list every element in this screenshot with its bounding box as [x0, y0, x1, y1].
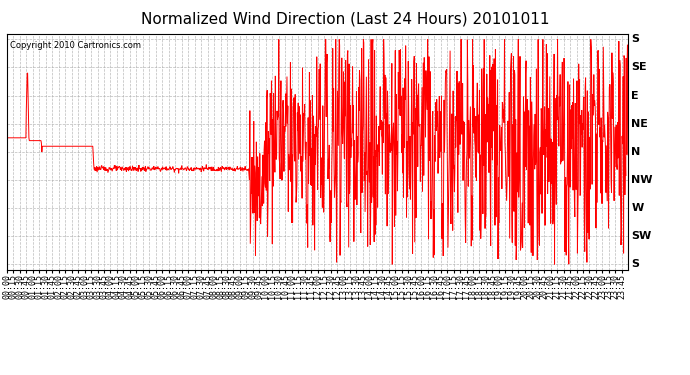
Text: NW: NW [631, 175, 653, 185]
Text: E: E [631, 91, 639, 101]
Text: SW: SW [631, 231, 651, 241]
Text: Copyright 2010 Cartronics.com: Copyright 2010 Cartronics.com [10, 41, 141, 50]
Text: W: W [631, 203, 644, 213]
Text: S: S [631, 260, 640, 269]
Text: SE: SE [631, 63, 647, 72]
Text: S: S [631, 34, 640, 44]
Text: NE: NE [631, 119, 648, 129]
Text: Normalized Wind Direction (Last 24 Hours) 20101011: Normalized Wind Direction (Last 24 Hours… [141, 11, 549, 26]
Text: N: N [631, 147, 640, 157]
